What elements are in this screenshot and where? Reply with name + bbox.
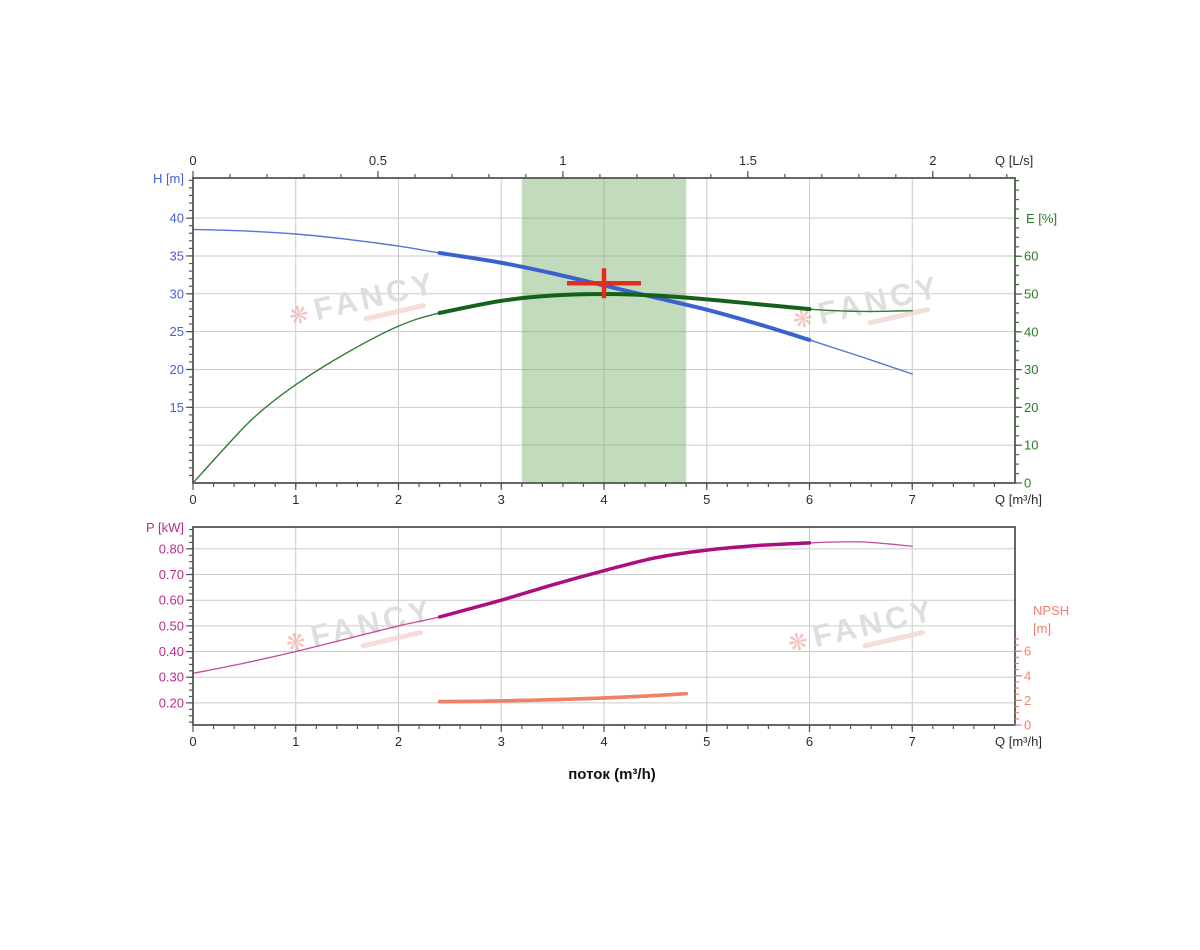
svg-text:0: 0 [189,734,196,749]
svg-text:7: 7 [909,492,916,507]
svg-text:20: 20 [1024,400,1038,415]
svg-text:10: 10 [1024,438,1038,453]
x-axis-bottom: 0 1 2 3 4 5 6 7 [189,725,996,749]
x-axis-top: 0 0.5 1 1.5 2 [189,153,1008,178]
svg-text:40: 40 [170,211,184,226]
efficiency-curve [192,292,913,484]
svg-text:60: 60 [1024,249,1038,264]
svg-text:2: 2 [1024,693,1031,708]
power-npsh-chart: ❋FANCY ❋FANCY 0 1 2 3 4 5 6 7 0.20 0.30 0.40 0.50 0.60… [146,520,1069,783]
svg-text:0.60: 0.60 [159,593,184,608]
svg-text:0.5: 0.5 [369,153,387,168]
svg-text:30: 30 [170,286,184,301]
svg-text:2: 2 [395,492,402,507]
npsh-curve [437,691,688,704]
svg-text:0: 0 [1024,718,1031,733]
head-curve [192,228,913,375]
svg-text:5: 5 [703,734,710,749]
svg-text:0.50: 0.50 [159,618,184,633]
operating-range-band [521,178,687,483]
svg-text:0.20: 0.20 [159,695,184,710]
gridlines [193,178,1015,483]
svg-text:6: 6 [806,734,813,749]
svg-text:3: 3 [498,492,505,507]
svg-text:2: 2 [929,153,936,168]
svg-text:0: 0 [189,492,196,507]
svg-text:20: 20 [170,362,184,377]
svg-text:0.30: 0.30 [159,670,184,685]
gridlines [193,527,1015,725]
svg-text:50: 50 [1024,287,1038,302]
svg-text:[m]: [m] [1033,621,1051,636]
head-efficiency-chart: ❋FANCY ❋FANCY 0 1 2 3 4 5 6 7 0 0.5 1 1.5 2 Q [L/s] 15 20… [153,153,1057,507]
svg-text:35: 35 [170,248,184,263]
x-axis-bottom: 0 1 2 3 4 5 6 7 [189,483,996,507]
svg-text:2: 2 [395,734,402,749]
svg-text:4: 4 [1024,668,1031,683]
watermark: ❋FANCY [785,592,939,658]
svg-text:Q [m³/h]: Q [m³/h] [995,492,1042,507]
svg-text:H [m]: H [m] [153,171,184,186]
svg-text:1: 1 [292,734,299,749]
svg-text:0: 0 [1024,476,1031,491]
y-axis-right: 0 10 20 30 40 50 60 [1015,180,1038,491]
svg-text:E [%]: E [%] [1026,211,1057,226]
svg-text:Q [L/s]: Q [L/s] [995,153,1033,168]
svg-text:30: 30 [1024,362,1038,377]
watermark: ❋FANCY [790,269,944,335]
y-axis-right: 0 2 4 6 [1015,638,1031,733]
svg-text:40: 40 [1024,324,1038,339]
svg-text:Q [m³/h]: Q [m³/h] [995,734,1042,749]
watermark: ❋FANCY [283,592,437,658]
svg-text:6: 6 [806,492,813,507]
y-axis-left: 15 20 25 30 35 40 [170,179,193,477]
svg-text:P [kW]: P [kW] [146,520,184,535]
svg-text:1: 1 [559,153,566,168]
svg-text:0.70: 0.70 [159,567,184,582]
svg-text:4: 4 [600,734,607,749]
svg-text:5: 5 [703,492,710,507]
svg-text:25: 25 [170,324,184,339]
svg-text:3: 3 [498,734,505,749]
svg-text:1.5: 1.5 [739,153,757,168]
svg-text:15: 15 [170,400,184,415]
svg-text:4: 4 [600,492,607,507]
svg-text:поток (m³/h): поток (m³/h) [568,766,656,783]
svg-text:1: 1 [292,492,299,507]
svg-text:6: 6 [1024,644,1031,659]
y-axis-left: 0.20 0.30 0.40 0.50 0.60 0.70 0.80 [159,528,193,723]
duty-point-marker [567,268,641,299]
watermark: ❋FANCY [286,265,440,331]
svg-text:0: 0 [189,153,196,168]
svg-text:7: 7 [909,734,916,749]
power-curve [192,541,913,675]
svg-text:0.40: 0.40 [159,644,184,659]
svg-text:NPSH: NPSH [1033,603,1069,618]
svg-text:❋: ❋ [785,627,811,658]
svg-text:❋: ❋ [286,300,312,331]
svg-text:0.80: 0.80 [159,541,184,556]
